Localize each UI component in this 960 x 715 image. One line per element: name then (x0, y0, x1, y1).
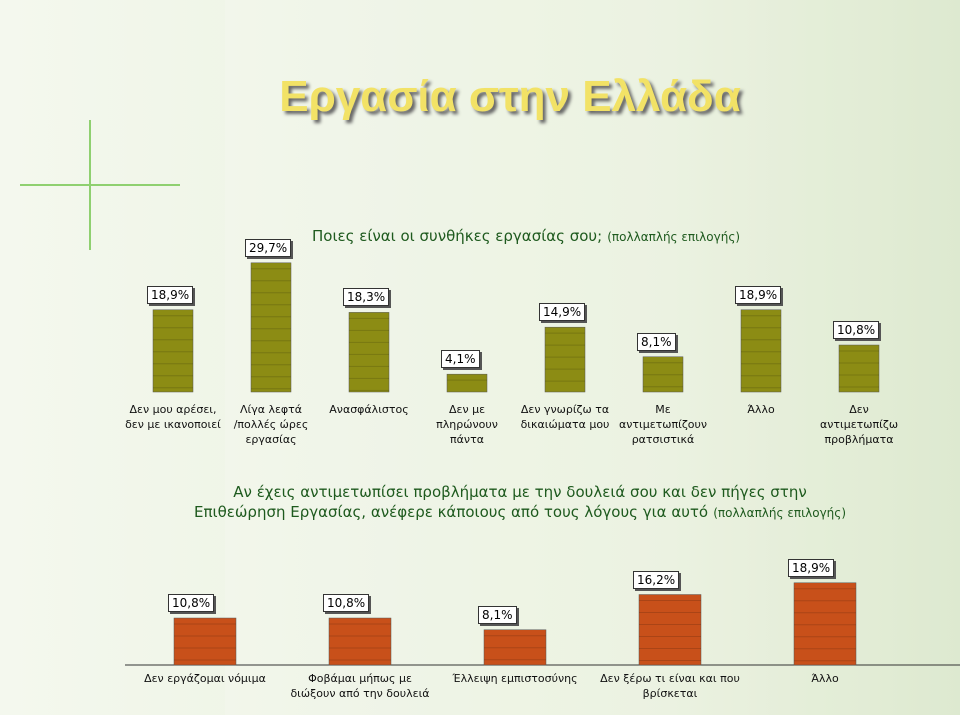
slide-title: Εργασία στην Ελλάδα (279, 72, 741, 121)
category-label: Φοβάμαι μήπως με διώξουν από την δουλειά (290, 672, 430, 700)
category-label: Δεν με πληρώνουν πάντα (436, 403, 498, 446)
value-label: 8,1% (478, 605, 517, 624)
category-label: Άλλο (747, 403, 775, 416)
category-label: Ανασφάλιστος (329, 403, 409, 416)
category-label: Δεν γνωρίζω τα δικαιώματα μου (520, 403, 610, 431)
value-label: 8,1% (637, 332, 676, 351)
category-label: Άλλο (811, 672, 839, 685)
value-label: 10,8% (168, 594, 215, 613)
bar (838, 344, 880, 393)
bar (793, 582, 857, 666)
chart-title: Ποιες είναι οι συνθήκες εργασίας σου; (312, 227, 603, 245)
category-label: Δεν ξέρω τι είναι και που βρίσκεται (600, 672, 740, 700)
bar (348, 312, 390, 393)
bar (483, 629, 547, 666)
category-label: Λίγα λεφτά /πολλές ώρες εργασίας (233, 403, 309, 446)
chart-subtitle: (πολλαπλής επιλογής) (607, 230, 741, 244)
value-label: 4,1% (441, 350, 480, 369)
bar (642, 356, 684, 393)
value-label: 10,8% (323, 594, 370, 613)
category-label: Δεν αντιμετωπίζω προβλήματα (819, 403, 899, 446)
title-block: Αν έχεις αντιμετωπίσει προβλήματα με την… (190, 482, 850, 523)
bar (250, 262, 292, 393)
title-row: Ποιες είναι οι συνθήκες εργασίας σου; (π… (312, 226, 740, 245)
value-label: 18,9% (735, 285, 782, 304)
category-label: Δεν εργάζομαι νόμιμα (144, 672, 266, 685)
bar (544, 326, 586, 393)
value-label: 16,2% (633, 570, 680, 589)
value-label: 18,9% (788, 558, 835, 577)
bar (152, 309, 194, 393)
chart-subtitle: (πολλαπλής επιλογής) (713, 506, 846, 520)
category-label: Δεν μου αρέσει, δεν με ικανοποιεί (125, 403, 221, 431)
value-label: 14,9% (539, 303, 586, 322)
bar (328, 617, 392, 666)
value-label: 18,9% (147, 285, 194, 304)
chart-title: Αν έχεις αντιμετωπίσει προβλήματα με την… (194, 483, 807, 521)
bar (446, 373, 488, 393)
value-label: 10,8% (833, 321, 880, 340)
category-label: Με αντιμετωπίζουν ρατσιστικά (618, 403, 708, 446)
category-label: Έλλειψη εμπιστοσύνης (452, 672, 578, 685)
bar (740, 309, 782, 393)
value-label: 29,7% (245, 238, 292, 257)
bar (173, 617, 237, 666)
value-label: 18,3% (343, 288, 390, 307)
bar (638, 594, 702, 666)
